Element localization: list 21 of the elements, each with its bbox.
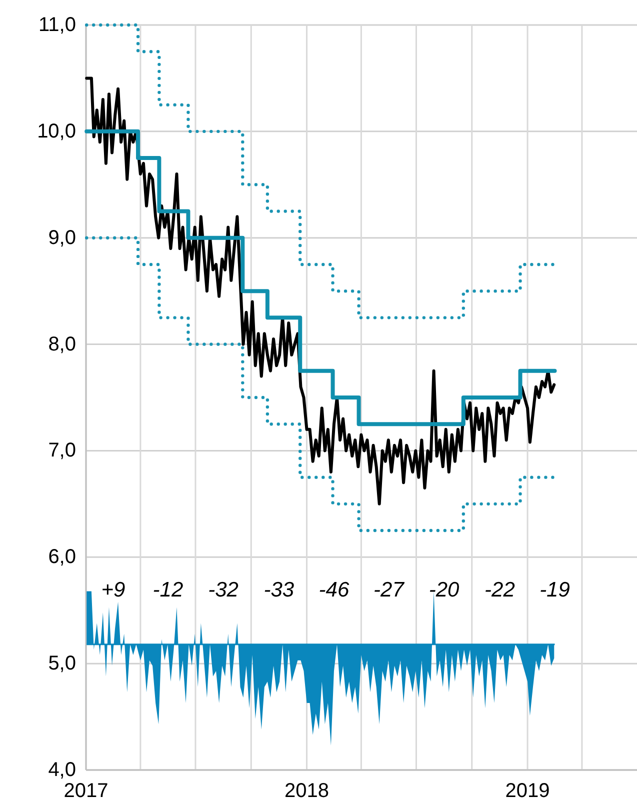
annotation: -46: [318, 578, 350, 602]
y-tick-label: 7,0: [48, 440, 76, 462]
annotation: -22: [484, 578, 516, 602]
y-tick-label: 8,0: [48, 333, 76, 356]
line-series: [85, 76, 556, 506]
y-tick-label: 4,0: [48, 759, 76, 781]
x-tick-label: 2017: [64, 780, 108, 802]
y-tick-label: 10,0: [37, 120, 76, 142]
annotation: -19: [540, 578, 570, 602]
x-tick-label: 2019: [505, 780, 550, 802]
y-tick-label: 9,0: [48, 226, 76, 249]
x-tick-label: 2018: [284, 780, 330, 802]
annotation: -32: [208, 578, 239, 602]
annotation: -12: [152, 578, 184, 602]
y-tick-label: 5,0: [48, 652, 76, 675]
annotation: -33: [264, 578, 294, 602]
annotation: -20: [428, 578, 460, 602]
y-tick-label: 11,0: [38, 14, 76, 36]
y-tick-label: 6,0: [48, 546, 76, 568]
annotation: +9: [101, 578, 126, 602]
annotation: -27: [374, 578, 406, 602]
